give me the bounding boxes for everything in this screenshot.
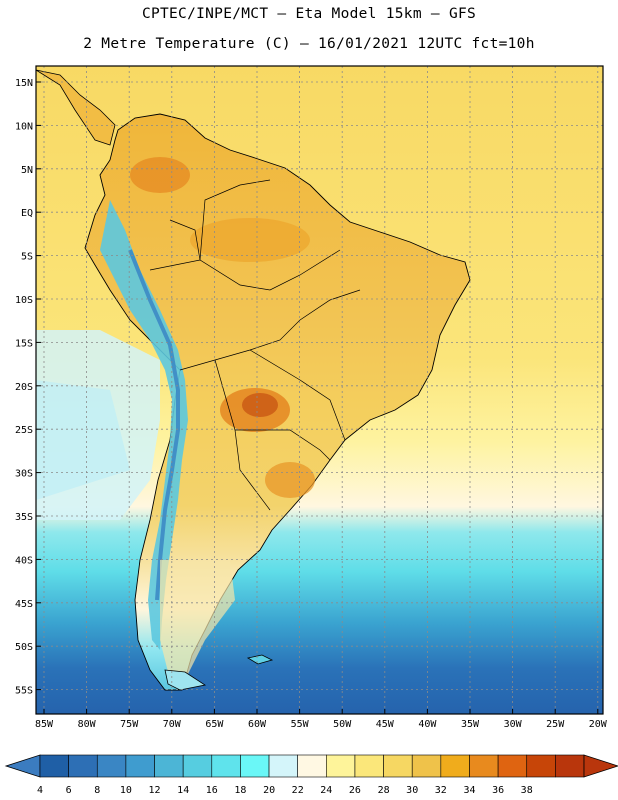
lat-label: 5S: [21, 252, 33, 263]
colorbar-label: 30: [406, 785, 418, 796]
colorbar-label: 20: [263, 785, 275, 796]
colorbar-swatch: [440, 754, 470, 778]
colorbar-swatch: [383, 754, 413, 778]
lat-label: 40S: [15, 555, 33, 566]
amazon-warm-area: [190, 218, 310, 262]
colorbar-swatch: [39, 754, 69, 778]
colorbar-swatch: [211, 754, 241, 778]
andes-cold-ridge: [100, 200, 188, 650]
venezuela-hot-area: [130, 157, 190, 193]
country-borders: [149, 179, 361, 511]
lon-label: 25W: [546, 719, 565, 730]
colorbar-label: 18: [234, 785, 246, 796]
colorbar-label: 34: [463, 785, 475, 796]
lon-label: 45W: [376, 719, 395, 730]
colorbar-swatch: [125, 754, 155, 778]
colorbar-label: 8: [94, 785, 100, 796]
colorbar-left-arrow: [4, 754, 41, 778]
lon-label: 30W: [504, 719, 523, 730]
colorbar-swatch: [555, 754, 585, 778]
chart-title-line1: CPTEC/INPE/MCT – Eta Model 15km – GFS: [141, 6, 477, 22]
lat-label: 30S: [15, 469, 33, 480]
colorbar-right-arrow: [583, 754, 618, 778]
colorbar-label: 38: [521, 785, 533, 796]
paraguay-hot-core: [242, 393, 278, 417]
lat-label: 55S: [15, 686, 33, 697]
colorbar-label: 32: [435, 785, 447, 796]
lat-label: 35S: [15, 512, 33, 523]
lat-label: 15S: [15, 338, 33, 349]
pacific-cold-core: [36, 380, 130, 500]
colorbar-swatch: [326, 754, 356, 778]
lon-label: 75W: [120, 719, 139, 730]
lat-label: 5N: [21, 165, 33, 176]
colorbar-swatch: [182, 754, 213, 778]
lat-label: 50S: [15, 642, 33, 653]
lat-label: EQ: [21, 208, 33, 219]
colorbar-label: 28: [378, 785, 390, 796]
longitude-labels: 85W 80W 75W 70W 65W 60W 55W 50W 45W 40W 35W 30W 25W 2…: [35, 709, 608, 730]
colorbar-label: 4: [37, 785, 43, 796]
colorbar-swatch: [469, 754, 499, 778]
colorbar: 4 6 8 10 12 14 16 18 20 22 24 26 28 30 32 34 36 38: [4, 754, 618, 796]
lat-label: 10N: [15, 121, 33, 132]
colorbar-swatch: [297, 754, 327, 778]
lat-label: 45S: [15, 599, 33, 610]
lon-label: 60W: [248, 719, 267, 730]
lon-label: 20W: [589, 719, 608, 730]
lon-label: 50W: [333, 719, 352, 730]
colorbar-label: 12: [148, 785, 160, 796]
colorbar-label: 16: [206, 785, 218, 796]
colorbar-swatch: [154, 754, 184, 778]
colorbar-label: 22: [292, 785, 304, 796]
lat-label: 10S: [15, 295, 33, 306]
colorbar-swatch: [526, 754, 556, 778]
colorbar-swatch: [354, 754, 384, 778]
lon-label: 55W: [291, 719, 310, 730]
lat-label: 15N: [15, 78, 33, 89]
lat-label: 20S: [15, 382, 33, 393]
colorbar-swatch: [96, 754, 127, 778]
map-gridlines: [36, 66, 603, 714]
lon-label: 40W: [418, 719, 437, 730]
colorbar-label: 6: [66, 785, 72, 796]
latitude-labels: 15N 10N 5N EQ 5S 10S 15S 20S 25S 30S 35S 40S 45S 50S 5…: [15, 78, 41, 697]
map-panel[interactable]: 15N 10N 5N EQ 5S 10S 15S 20S 25S 30S 35S 40S 45S 50S 5…: [15, 65, 608, 730]
chart-title-line2: 2 Metre Temperature (C) – 16/01/2021 12U…: [83, 36, 535, 52]
map-frame: [35, 65, 604, 715]
colorbar-swatch: [497, 754, 528, 778]
lon-label: 65W: [205, 719, 224, 730]
colorbar-label: 14: [177, 785, 189, 796]
andes-ridge-core: [128, 249, 180, 601]
lon-label: 80W: [78, 719, 97, 730]
colorbar-swatch: [268, 754, 298, 778]
colorbar-label: 10: [120, 785, 132, 796]
lat-label: 25S: [15, 425, 33, 436]
uruguay-warm-area: [265, 462, 315, 498]
lon-label: 35W: [461, 719, 480, 730]
colorbar-swatch: [411, 754, 442, 778]
colorbar-label: 26: [349, 785, 361, 796]
lon-label: 85W: [35, 719, 54, 730]
central-america-land: [36, 69, 116, 146]
colorbar-swatch: [68, 754, 98, 778]
colorbar-label: 24: [320, 785, 332, 796]
lon-label: 70W: [163, 719, 182, 730]
colorbar-swatch: [240, 754, 270, 778]
tierra-del-fuego: [164, 669, 207, 691]
patagonia-mild-area: [160, 560, 235, 680]
colorbar-label: 36: [492, 785, 504, 796]
